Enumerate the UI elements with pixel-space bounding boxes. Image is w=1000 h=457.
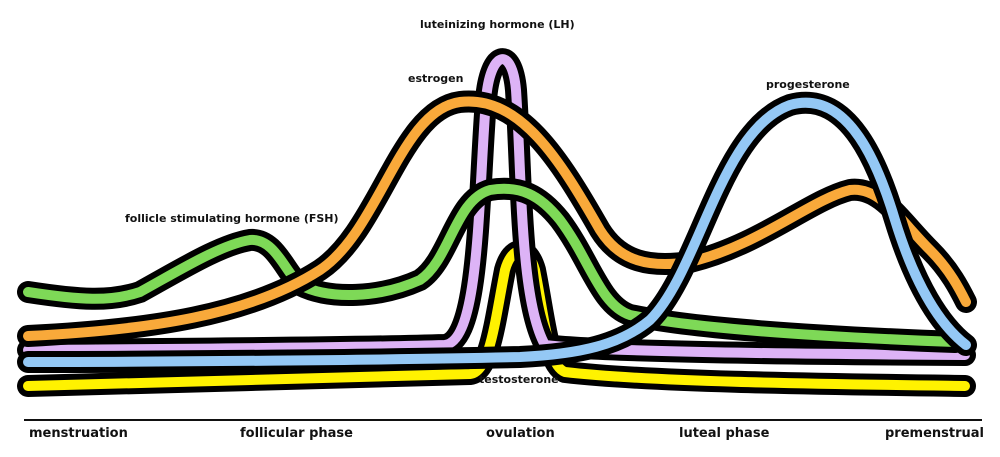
phase-premenstrual: premenstrual	[885, 426, 984, 441]
progesterone-label: progesterone	[766, 78, 850, 91]
phase-follicular: follicular phase	[240, 426, 353, 441]
lh-label: luteinizing hormone (LH)	[420, 18, 575, 31]
testosterone-label: testosterone	[479, 373, 559, 386]
phase-ovulation: ovulation	[486, 426, 555, 441]
estrogen-label: estrogen	[408, 72, 464, 85]
fsh-label: follicle stimulating hormone (FSH)	[125, 212, 339, 225]
phase-menstruation: menstruation	[29, 426, 128, 441]
phase-luteal: luteal phase	[679, 426, 770, 441]
timeline-axis	[24, 419, 982, 421]
progesterone-curve	[17, 91, 977, 373]
